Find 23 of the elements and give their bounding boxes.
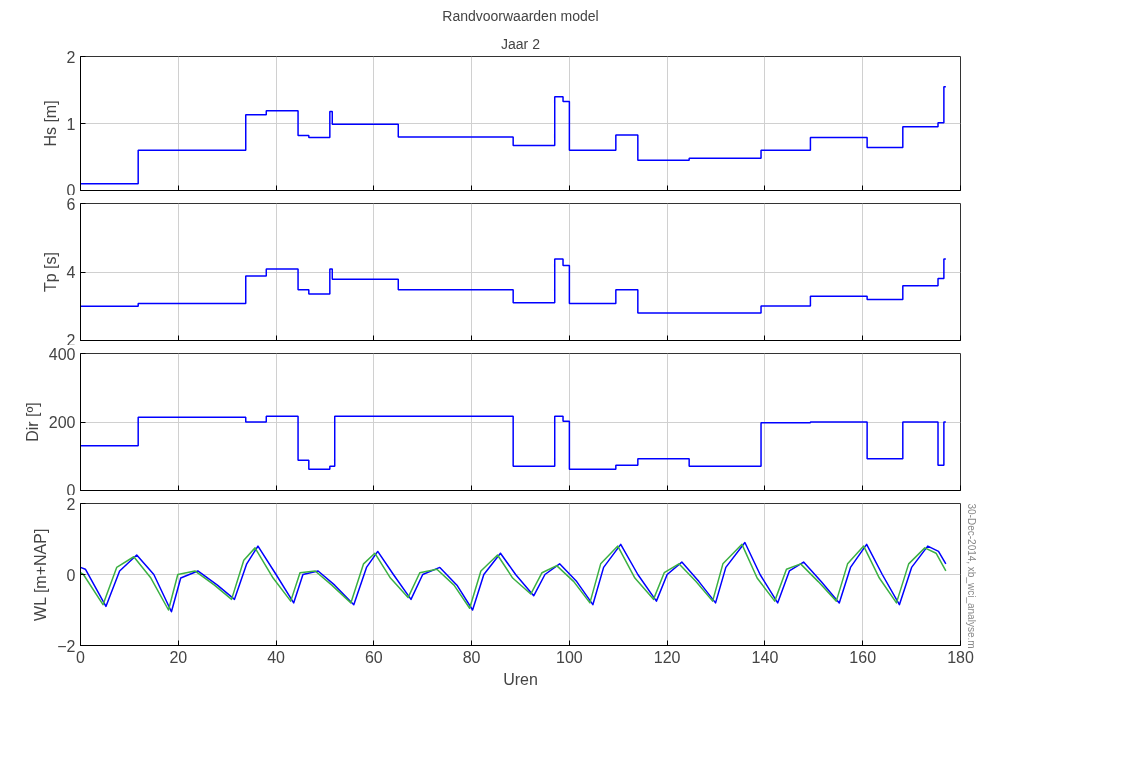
y-axis-title: Hs [m] bbox=[41, 100, 59, 147]
y-tick-label: 0 bbox=[66, 566, 76, 584]
x-tick-label: 40 bbox=[267, 648, 286, 666]
chart-title: Randvoorwaarden model bbox=[442, 7, 599, 24]
text: 30-Dec-2014, xb_wci_analyse.m bbox=[965, 503, 977, 649]
x-tick-label: 60 bbox=[364, 648, 383, 666]
y-axis-title: Tp [s] bbox=[41, 251, 59, 292]
x-tick-label: 180 bbox=[947, 648, 974, 666]
x-tick-label: 80 bbox=[462, 648, 481, 666]
x-tick-label: 120 bbox=[653, 648, 681, 666]
x-tick-label: 20 bbox=[169, 648, 188, 666]
y-axis-title: Dir [º] bbox=[23, 402, 41, 442]
y-tick-label: 4 bbox=[66, 264, 76, 281]
y-tick-label: 2 bbox=[66, 48, 76, 66]
y-axis-title: WL [m+NAP] bbox=[32, 528, 50, 621]
x-tick-label: 100 bbox=[556, 648, 583, 666]
chart-subtitle: Jaar 2 bbox=[501, 35, 541, 52]
x-tick-label: 140 bbox=[751, 648, 779, 666]
x-tick-label: 160 bbox=[849, 648, 877, 666]
y-tick-label: 200 bbox=[48, 414, 76, 431]
y-tick-label: −2 bbox=[57, 637, 76, 655]
y-tick-label: 1 bbox=[66, 115, 76, 133]
x-axis-title: Uren bbox=[503, 670, 538, 688]
